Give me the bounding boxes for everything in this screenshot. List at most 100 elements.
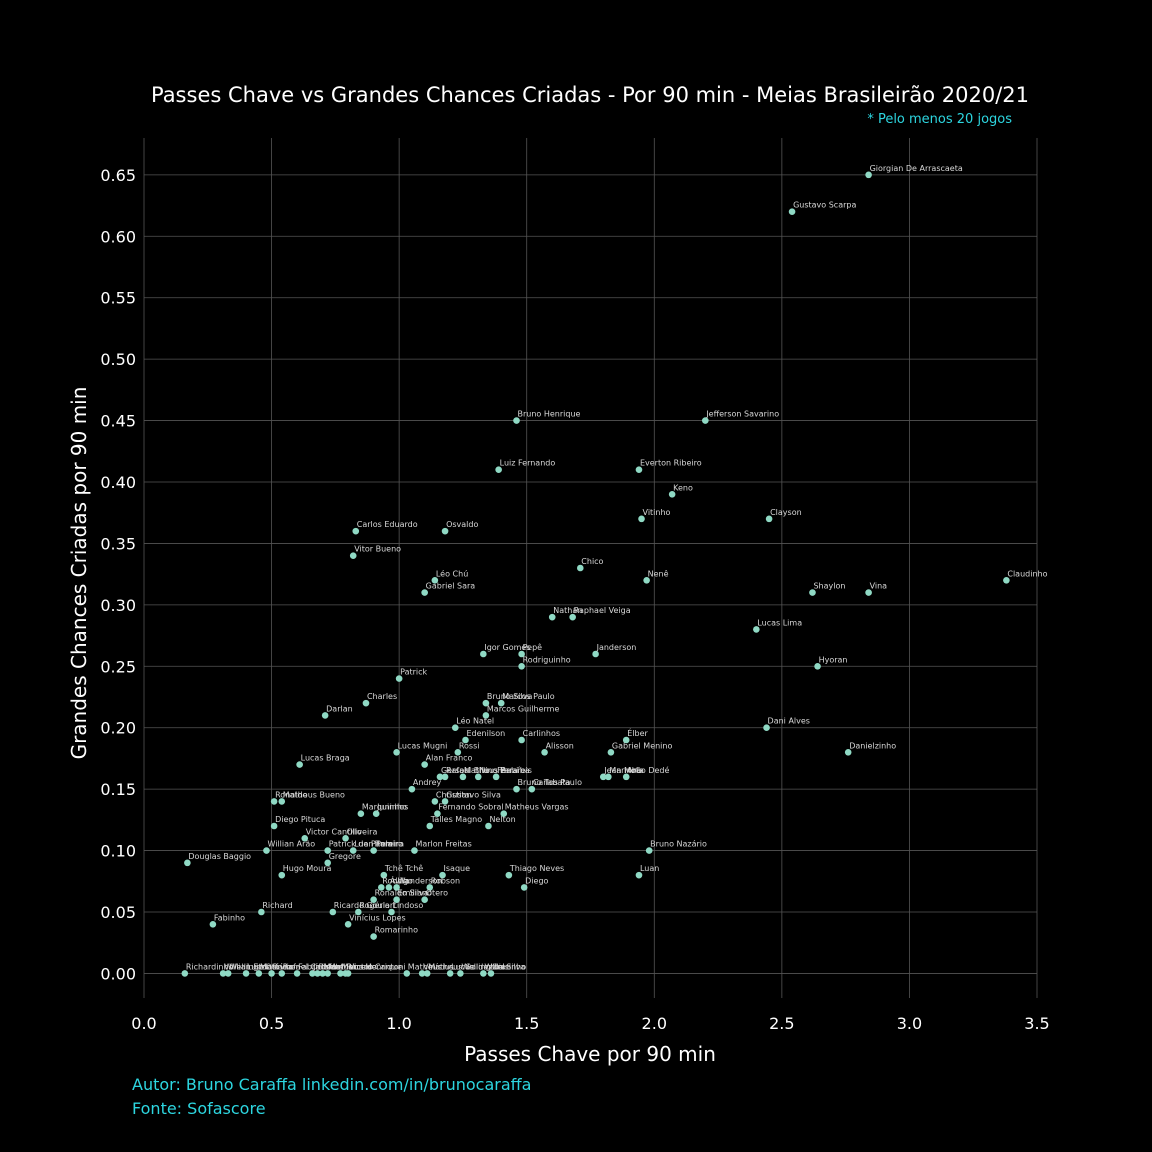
data-point-marker xyxy=(487,970,495,977)
data-point: Danielzinho xyxy=(844,741,896,756)
y-tick-label: 0.00 xyxy=(100,964,136,983)
data-point: Gregore xyxy=(324,852,361,867)
data-point-label: Ramiro xyxy=(375,840,403,849)
data-point-label: Rodrigo xyxy=(382,876,413,885)
data-point-marker xyxy=(219,970,227,977)
data-point-marker xyxy=(441,527,449,535)
data-point-marker xyxy=(421,761,428,768)
data-point-label: Hyoran xyxy=(819,655,848,664)
data-point-label: Matheus Henrique xyxy=(329,962,402,971)
data-point: Pepê xyxy=(518,642,542,658)
data-point: Matheus Bueno xyxy=(278,790,345,805)
data-point-label: Rafael Bilu xyxy=(446,766,489,775)
data-point: Oliveira xyxy=(342,827,377,842)
data-point-label: Luan xyxy=(640,864,659,873)
y-tick-label: 0.35 xyxy=(100,534,136,553)
data-point: Clayson xyxy=(765,508,802,523)
data-point-marker xyxy=(548,613,556,621)
data-point-marker xyxy=(403,970,411,977)
data-point-marker xyxy=(349,847,357,854)
data-point-label: Willian xyxy=(484,962,511,971)
data-point: Lindoso xyxy=(388,901,423,916)
data-point-marker xyxy=(380,871,388,879)
data-point-label: Ferrareis xyxy=(497,766,532,775)
data-point-label: Lucas xyxy=(451,962,474,971)
data-point-label: Luan Pereira xyxy=(354,840,404,849)
data-point-marker xyxy=(319,970,326,977)
data-point: Hugo Moura xyxy=(278,864,332,879)
data-point: Wanderson xyxy=(393,876,442,891)
data-point-label: Vinícius xyxy=(423,962,454,971)
data-point-marker xyxy=(258,908,265,916)
data-point: Vina xyxy=(865,582,887,596)
data-point-marker xyxy=(446,970,454,977)
data-point-label: Wellington Silva xyxy=(461,962,525,971)
data-point: Isaque xyxy=(439,864,470,879)
data-point-label: Carlinhos xyxy=(523,729,560,738)
data-point-label: Matheus Vargas xyxy=(505,803,569,812)
data-point: Luiz Otávio xyxy=(242,962,292,977)
footer-source: Fonte: Sofascore xyxy=(132,1099,266,1118)
y-tick-label: 0.10 xyxy=(100,842,136,861)
data-point-label: Celsinho xyxy=(492,962,526,971)
data-point-label: Diego Pituca xyxy=(275,815,325,824)
data-point: Gabriel Sara xyxy=(421,582,475,596)
data-point-marker xyxy=(753,626,760,633)
data-point-marker xyxy=(421,896,428,904)
data-point: Rossi xyxy=(454,741,479,756)
data-point-label: Gustavo Silva xyxy=(446,790,501,799)
data-point-label: Gustavo Scarpa xyxy=(793,201,856,210)
data-point-label: Jefferson Savarino xyxy=(705,410,779,419)
data-point-marker xyxy=(296,761,303,768)
data-point-marker xyxy=(431,576,439,584)
y-tick-label: 0.45 xyxy=(100,412,136,431)
data-point-marker xyxy=(329,908,337,916)
data-point-marker xyxy=(569,613,576,621)
data-point-marker xyxy=(270,798,278,805)
data-point: Rodrigo xyxy=(377,876,413,891)
data-point: Willian xyxy=(480,962,511,977)
data-point-marker xyxy=(668,490,676,498)
chart-title: Passes Chave vs Grandes Chances Criadas … xyxy=(151,83,1029,107)
data-point-label: Matheus Babi xyxy=(464,766,518,775)
data-point: Robson xyxy=(426,876,460,891)
data-point-marker xyxy=(513,417,520,424)
data-point-label: Shaylon xyxy=(813,582,845,591)
data-point-label: Hugo Moura xyxy=(283,864,332,873)
data-point-label: Fabrício xyxy=(298,962,329,971)
data-point-marker xyxy=(607,748,615,756)
data-point-marker xyxy=(357,810,365,818)
data-point-label: Marquinhos xyxy=(362,803,409,812)
data-point: Victor Cantoni xyxy=(344,962,406,977)
data-point-label: Diego xyxy=(525,876,548,885)
data-point: Léo Natel xyxy=(451,716,494,732)
data-point-label: Andrey xyxy=(413,778,442,787)
data-point: Fabrício xyxy=(293,962,329,977)
data-point: Osvaldo xyxy=(441,520,478,535)
data-point: Élber xyxy=(622,727,648,744)
footer-author: Autor: Bruno Caraffa linkedin.com/in/bru… xyxy=(132,1075,531,1094)
data-point: Matheus xyxy=(403,962,442,977)
y-tick-label: 0.25 xyxy=(100,657,136,676)
data-point-label: Robson xyxy=(431,876,460,885)
data-point-marker xyxy=(500,810,508,818)
data-point: Fernando Sobral xyxy=(434,803,504,818)
data-point: Gustavo Silva xyxy=(441,790,501,805)
data-point-label: Bruno Tabata xyxy=(518,778,571,787)
data-point: Léo Chú xyxy=(431,568,468,584)
data-point: Otero xyxy=(421,889,448,904)
data-point-marker xyxy=(270,822,278,830)
data-point-label: Nathan xyxy=(553,606,582,615)
data-point-marker xyxy=(370,933,377,940)
data-point-label: Romarinho xyxy=(375,926,418,935)
data-point-label: Igor Gomes xyxy=(484,643,530,652)
data-point-marker xyxy=(324,970,332,977)
data-point-label: Rogério xyxy=(359,900,390,910)
data-point-marker xyxy=(788,208,796,216)
data-point: Marcos Paulo xyxy=(497,692,555,707)
data-point-marker xyxy=(592,650,599,658)
data-point-marker xyxy=(224,970,232,977)
data-point-label: Arão Dedé xyxy=(627,765,669,775)
data-point-marker xyxy=(418,970,426,977)
data-point-marker xyxy=(370,847,377,854)
